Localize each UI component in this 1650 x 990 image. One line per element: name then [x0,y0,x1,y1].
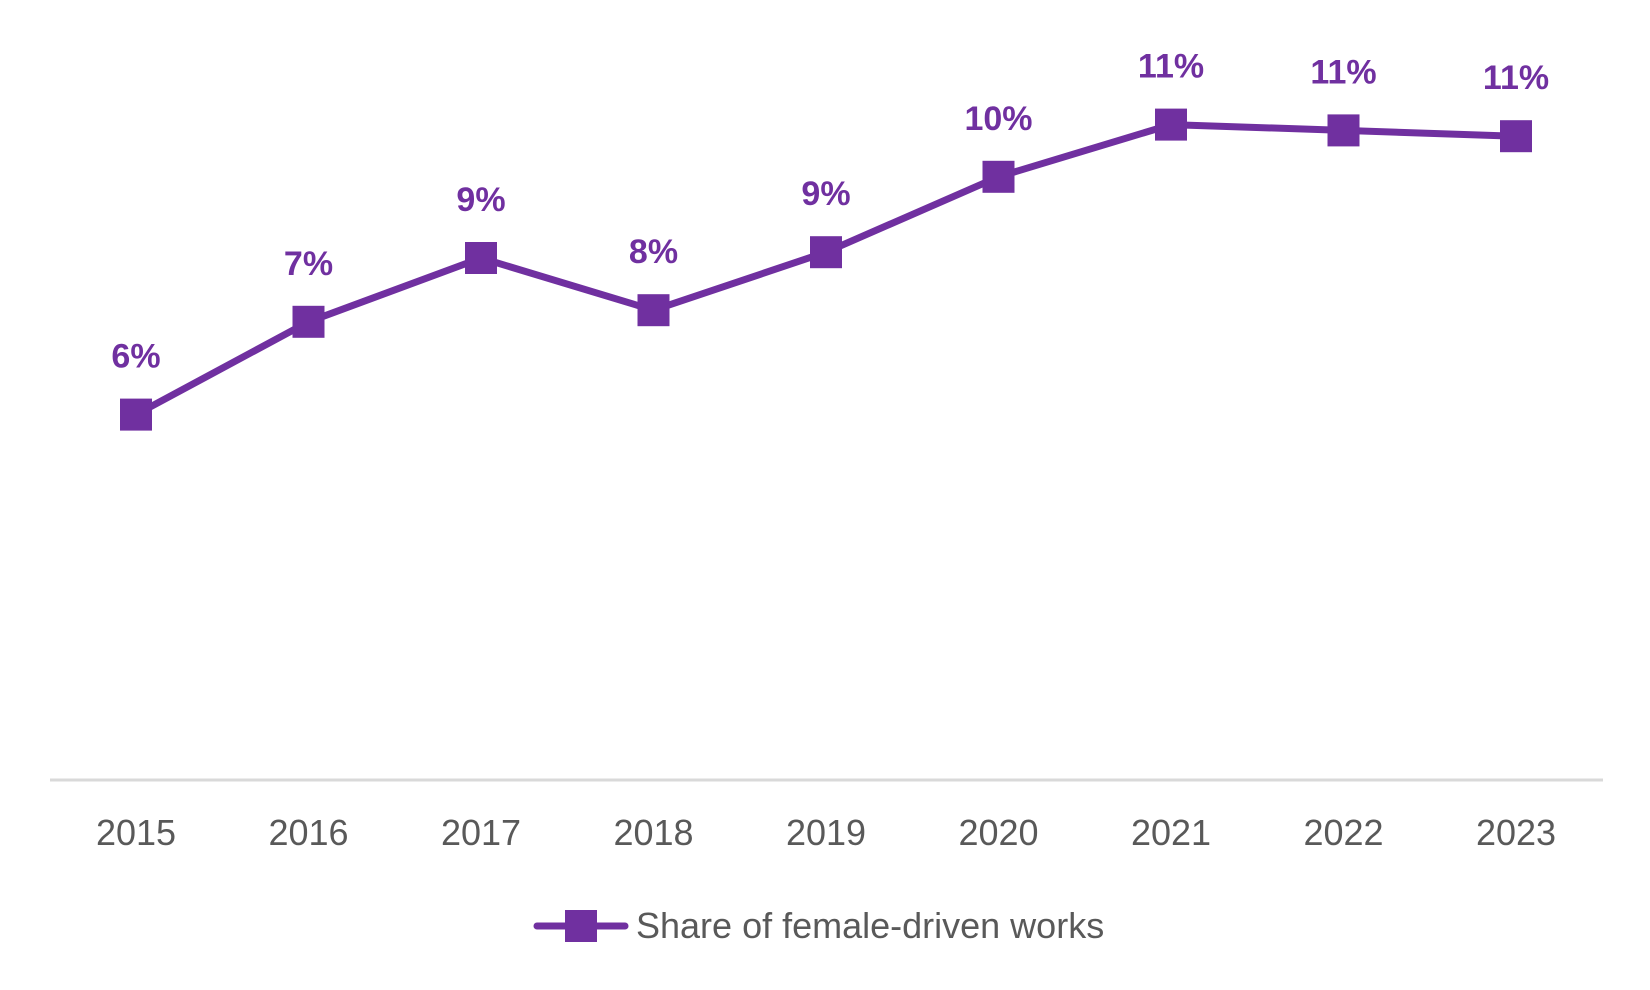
data-point-marker [465,242,497,274]
legend-series-marker-icon [565,910,597,942]
x-axis-tick-label: 2020 [958,812,1038,853]
x-axis-tick-label: 2017 [441,812,521,853]
data-point-marker [810,236,842,269]
series-line [134,121,1517,418]
x-axis-tick-label: 2016 [268,812,348,853]
x-axis-tick-label: 2022 [1303,812,1383,853]
x-axis-tick-label: 2019 [786,812,866,853]
x-axis-tick-label: 2015 [96,812,176,853]
data-labels: 6% 7% 9% 8% 9% 10% 11% 11% 11% [111,48,1549,376]
data-point-marker [292,305,325,338]
data-label: 8% [629,233,678,271]
data-label: 11% [1138,48,1204,86]
data-label: 11% [1310,53,1376,91]
x-axis-tick-label: 2021 [1131,812,1211,853]
data-point-marker [1155,108,1187,141]
x-axis-tick-label: 2023 [1476,812,1556,853]
data-label: 6% [111,338,160,376]
legend: Share of female-driven works [533,905,1104,946]
x-axis-tick-labels: 2015 2016 2017 2018 2019 2020 2021 2022 2023 [96,812,1556,853]
data-point-marker [982,160,1015,193]
data-point-marker [1327,114,1360,147]
data-label: 9% [456,181,505,219]
data-label: 10% [964,100,1032,138]
data-label: 9% [801,175,850,213]
data-label: 7% [284,245,333,283]
data-point-marker [1500,120,1532,153]
series-group [120,108,1532,431]
data-point-marker [120,398,152,431]
legend-series-label: Share of female-driven works [636,905,1104,946]
data-label: 11% [1483,59,1549,97]
data-point-marker [637,294,670,327]
x-axis-tick-label: 2018 [613,812,693,853]
